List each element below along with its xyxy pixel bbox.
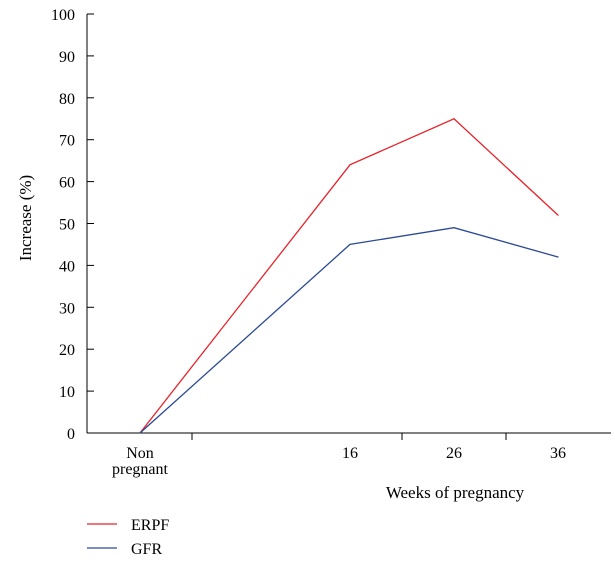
data-point-gfr: [453, 227, 455, 229]
data-point-gfr: [139, 432, 141, 434]
y-tick-label: 40: [59, 258, 75, 275]
y-axis-title: Increase (%): [16, 175, 35, 261]
y-tick-label: 0: [67, 426, 75, 443]
legend-label-erpf: ERPF: [131, 517, 169, 534]
y-tick-label: 50: [59, 217, 75, 234]
x-tick-label: Non: [126, 445, 154, 462]
data-point-gfr: [557, 256, 559, 258]
data-point-gfr: [349, 243, 351, 246]
series-line-erpf: [139, 118, 559, 434]
x-tick-label: pregnant: [112, 461, 169, 478]
y-tick-label: 10: [59, 384, 75, 401]
legend-label-gfr: GFR: [131, 541, 162, 558]
series-lines: [139, 118, 559, 434]
y-tick-label: 30: [59, 300, 75, 317]
y-tick-label: 100: [51, 7, 75, 24]
y-tick-label: 60: [59, 175, 75, 192]
x-tick-label: 16: [342, 445, 358, 462]
series-line-gfr: [139, 227, 559, 434]
y-tick-label: 90: [59, 49, 75, 66]
data-point-erpf: [557, 214, 559, 216]
y-tick-label: 70: [59, 133, 75, 150]
x-tick-label: 26: [446, 445, 462, 462]
data-point-erpf: [453, 118, 455, 120]
data-point-erpf: [349, 164, 351, 166]
y-axis: 0 10 20 30 40 50 60 70 80 90 100: [51, 7, 94, 443]
x-axis-title: Weeks of pregnancy: [386, 483, 525, 502]
legend: ERPF GFR: [87, 517, 169, 558]
y-tick-label: 20: [59, 342, 75, 359]
x-tick-label: 36: [550, 445, 566, 462]
y-tick-label: 80: [59, 91, 75, 108]
